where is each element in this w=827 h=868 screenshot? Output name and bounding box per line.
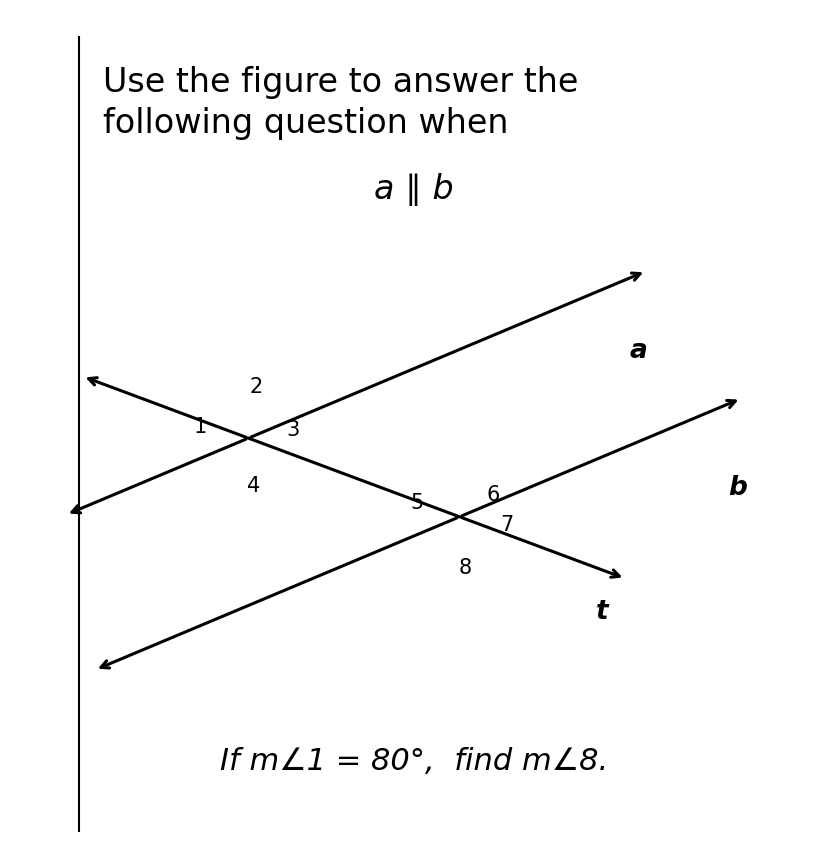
Text: 2: 2 [250,378,263,398]
Text: b: b [728,475,747,501]
Text: 4: 4 [247,477,261,496]
Text: 3: 3 [286,420,299,440]
Text: a ∥ b: a ∥ b [374,174,453,207]
Text: 8: 8 [458,558,471,578]
Text: 7: 7 [500,515,514,535]
Text: t: t [595,599,608,625]
Text: 1: 1 [194,418,207,437]
Text: following question when: following question when [103,107,509,140]
Text: 6: 6 [486,485,500,505]
Text: 5: 5 [410,493,423,513]
Text: Use the figure to answer the: Use the figure to answer the [103,66,578,99]
Text: a: a [629,339,646,365]
Text: If m∠1 = 80°,  find m∠8.: If m∠1 = 80°, find m∠8. [220,746,607,776]
